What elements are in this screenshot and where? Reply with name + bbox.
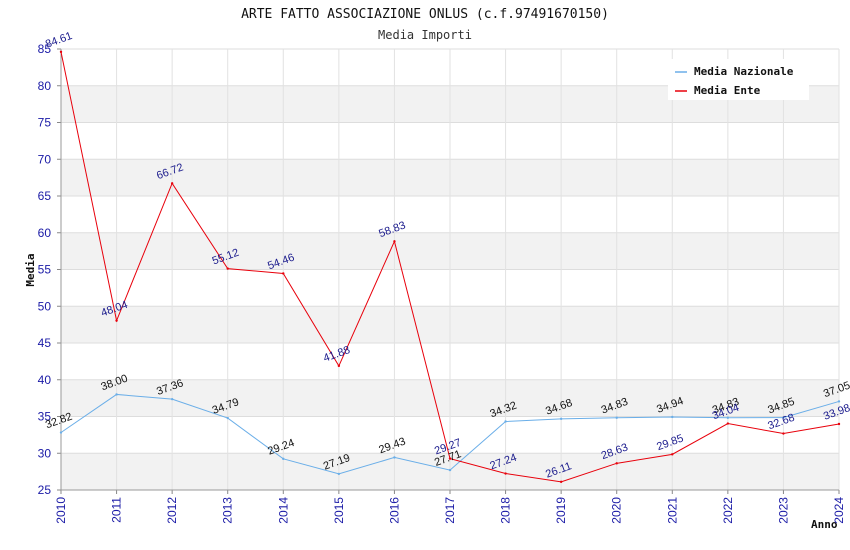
legend-box bbox=[668, 59, 809, 100]
data-point-media-ente bbox=[393, 240, 396, 243]
data-point-media-nazionale bbox=[59, 431, 63, 434]
x-tick-label: 2015 bbox=[332, 497, 346, 524]
chart-subtitle: Media Importi bbox=[378, 28, 472, 42]
legend: Media Nazionale Media Ente bbox=[668, 59, 809, 100]
y-tick-label: 55 bbox=[38, 263, 52, 277]
y-axis-label: Media bbox=[24, 253, 37, 286]
y-tick-label: 30 bbox=[38, 446, 52, 460]
y-tick-label: 45 bbox=[38, 336, 52, 350]
chart-title: ARTE FATTO ASSOCIAZIONE ONLUS (c.f.97491… bbox=[241, 7, 609, 22]
y-tick-label: 65 bbox=[38, 189, 52, 203]
x-tick-label: 2020 bbox=[610, 497, 624, 524]
data-point-media-nazionale bbox=[504, 420, 507, 423]
data-point-media-ente bbox=[115, 319, 118, 322]
legend-label-media-ente: Media Ente bbox=[694, 84, 761, 97]
x-tick-label: 2016 bbox=[387, 497, 401, 524]
data-point-media-ente bbox=[226, 267, 229, 270]
data-point-media-ente bbox=[559, 480, 563, 484]
x-tick-label: 2013 bbox=[221, 497, 235, 524]
y-tick-label: 35 bbox=[38, 410, 52, 424]
data-point-media-nazionale bbox=[726, 416, 730, 419]
data-point-media-ente bbox=[504, 472, 507, 475]
y-tick-label: 80 bbox=[38, 79, 52, 93]
y-tick-label: 70 bbox=[38, 152, 52, 166]
x-tick-label: 2018 bbox=[499, 497, 513, 524]
data-point-media-ente bbox=[837, 422, 841, 426]
legend-label-media-nazionale: Media Nazionale bbox=[694, 65, 794, 78]
data-point-media-ente bbox=[615, 462, 618, 465]
x-tick-label: 2024 bbox=[832, 497, 846, 524]
y-tick-label: 75 bbox=[38, 116, 52, 130]
data-point-media-nazionale bbox=[615, 416, 618, 419]
x-tick-label: 2010 bbox=[54, 497, 68, 524]
y-tick-label: 60 bbox=[38, 226, 52, 240]
data-point-media-ente bbox=[170, 182, 174, 185]
data-point-media-ente bbox=[282, 272, 285, 275]
data-point-media-nazionale bbox=[115, 393, 118, 396]
x-tick-label: 2021 bbox=[665, 497, 679, 524]
x-tick-label: 2012 bbox=[165, 497, 179, 524]
data-point-media-nazionale bbox=[226, 416, 229, 420]
data-point-media-ente bbox=[337, 364, 341, 368]
plot-series bbox=[59, 50, 841, 484]
data-point-media-nazionale bbox=[671, 415, 674, 419]
x-tick-label: 2017 bbox=[443, 497, 457, 524]
data-point-media-ente bbox=[671, 453, 674, 456]
data-point-media-nazionale bbox=[559, 417, 563, 421]
x-axis-label: Anno bbox=[811, 518, 838, 531]
data-point-media-nazionale bbox=[837, 400, 841, 403]
y-tick-label: 85 bbox=[38, 42, 52, 56]
data-point-media-nazionale bbox=[170, 397, 174, 401]
data-point-media-ente bbox=[59, 50, 63, 54]
x-tick-label: 2019 bbox=[554, 497, 568, 524]
data-point-media-nazionale bbox=[448, 468, 452, 472]
data-point-media-nazionale bbox=[393, 456, 396, 459]
y-tick-label: 25 bbox=[38, 483, 52, 497]
x-tick-label: 2023 bbox=[776, 497, 790, 524]
x-tick-label: 2014 bbox=[276, 497, 290, 524]
x-tick-label: 2011 bbox=[110, 497, 124, 523]
data-point-media-ente bbox=[726, 422, 730, 425]
y-tick-label: 40 bbox=[38, 373, 52, 387]
y-tick-label: 50 bbox=[38, 299, 52, 313]
plot-grid bbox=[60, 48, 840, 491]
x-tick-label: 2022 bbox=[721, 497, 735, 524]
data-point-media-nazionale bbox=[282, 457, 285, 461]
data-point-media-ente bbox=[448, 457, 452, 460]
data-label-media-ente: 84.61 bbox=[44, 30, 74, 51]
data-point-media-nazionale bbox=[337, 472, 341, 476]
data-point-media-ente bbox=[782, 432, 785, 435]
plot-axes: 25 30 35 40 45 50 55 60 65 70 75 80 85 2010 2011 2012 20… bbox=[38, 42, 846, 524]
data-point-media-nazionale bbox=[782, 416, 785, 419]
